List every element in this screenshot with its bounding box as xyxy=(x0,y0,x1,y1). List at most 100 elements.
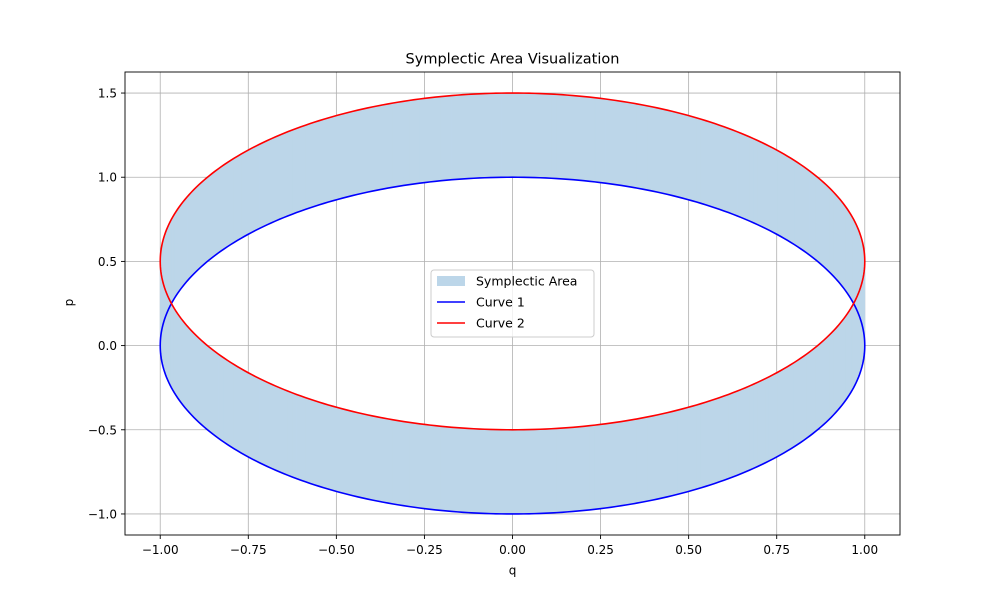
fill-segment xyxy=(757,140,762,228)
fill-segment xyxy=(723,394,729,481)
fill-segment xyxy=(828,186,832,275)
fill-segment xyxy=(237,153,242,241)
fill-segment xyxy=(451,94,458,181)
fill-segment xyxy=(567,426,574,513)
fill-segment xyxy=(305,397,311,484)
fill-segment xyxy=(332,114,339,202)
legend-label: Curve 2 xyxy=(476,316,525,331)
fill-segment xyxy=(424,97,431,183)
fill-segment xyxy=(835,325,839,414)
fill-segment xyxy=(757,379,762,467)
fill-segment xyxy=(567,94,574,181)
fill-segment xyxy=(473,428,480,514)
fill-segment xyxy=(787,155,792,243)
fill-segment xyxy=(200,179,205,268)
fill-segment xyxy=(578,425,585,512)
fill-segment xyxy=(435,96,442,182)
fill-segment xyxy=(594,424,601,510)
fill-segment xyxy=(809,170,814,259)
fill-segment xyxy=(728,392,734,480)
fill-segment xyxy=(251,374,257,462)
x-tick-label: 1.00 xyxy=(851,543,878,557)
fill-segment xyxy=(710,398,716,486)
fill-segment xyxy=(749,383,754,471)
fill-segment xyxy=(826,334,830,423)
fill-segment xyxy=(328,404,334,491)
y-tick-label: 1.5 xyxy=(98,87,117,101)
fill-segment xyxy=(362,413,368,500)
fill-segment xyxy=(681,407,688,494)
fill-segment xyxy=(826,184,830,273)
fill-segment xyxy=(251,145,257,233)
fill-segment xyxy=(267,381,272,469)
fill-segment xyxy=(300,395,306,483)
fill-segment xyxy=(681,113,688,200)
plot-area: −1.00 −0.75 −0.50 −0.25 0.00 0.25 0.50 0.75 1.00… xyxy=(88,71,901,557)
fill-segment xyxy=(714,397,720,484)
fill-segment xyxy=(263,379,268,467)
fill-segment xyxy=(227,159,232,248)
fill-segment xyxy=(820,339,825,428)
fill-segment xyxy=(193,332,197,421)
fill-segment xyxy=(631,418,638,505)
fill-segment xyxy=(211,348,216,437)
fill-segment xyxy=(686,405,693,493)
fill-segment xyxy=(230,157,235,246)
fill-segment xyxy=(790,157,795,246)
fill-segment xyxy=(691,404,697,491)
fill-segment xyxy=(457,94,464,180)
fill-segment xyxy=(652,106,658,193)
fill-segment xyxy=(208,172,213,261)
fill-segment xyxy=(357,108,363,195)
fill-segment xyxy=(803,353,808,441)
fill-segment xyxy=(572,95,579,181)
fill-segment xyxy=(772,147,778,235)
x-tick-label: −0.25 xyxy=(406,543,443,557)
fill-segment xyxy=(772,372,778,460)
fill-segment xyxy=(191,188,195,278)
fill-segment xyxy=(247,372,253,460)
fill-segment xyxy=(815,344,819,432)
fill-segment xyxy=(641,104,648,191)
fill-segment xyxy=(318,118,325,206)
fill-segment xyxy=(283,131,289,219)
fill-segment xyxy=(528,92,535,178)
fill-segment xyxy=(479,93,486,179)
fill-segment xyxy=(561,427,568,513)
fill-segment xyxy=(468,428,475,514)
fill-segment xyxy=(323,403,329,490)
fill-segment xyxy=(296,126,302,213)
x-tick-label: −0.50 xyxy=(318,543,355,557)
fill-segment xyxy=(740,387,746,475)
fill-segment xyxy=(512,429,519,515)
fill-segment xyxy=(362,107,368,194)
fill-segment xyxy=(572,426,579,512)
fill-segment xyxy=(550,428,557,514)
fill-segment xyxy=(208,346,213,435)
fill-segment xyxy=(387,102,394,189)
x-tick-label: 0.50 xyxy=(675,543,702,557)
fill-segment xyxy=(424,424,431,510)
fill-segment xyxy=(352,411,358,498)
fill-segment xyxy=(545,93,552,179)
fill-segment xyxy=(797,161,802,250)
fill-segment xyxy=(347,111,353,198)
fill-segment xyxy=(736,131,742,219)
fill-segment xyxy=(835,193,839,282)
fill-segment xyxy=(484,428,491,514)
fill-segment xyxy=(556,427,563,513)
fill-segment xyxy=(184,196,188,285)
fill-segment xyxy=(377,416,384,503)
fill-segment xyxy=(233,364,238,452)
fill-segment xyxy=(710,121,716,209)
fill-segment xyxy=(506,429,513,515)
fill-segment xyxy=(672,409,678,496)
fill-segment xyxy=(291,392,297,480)
fill-segment xyxy=(667,411,673,498)
fill-segment xyxy=(605,98,612,185)
fill-segment xyxy=(446,426,453,512)
fill-segment xyxy=(342,408,348,495)
fill-segment xyxy=(812,172,817,261)
fill-segment xyxy=(191,329,195,419)
fill-segment xyxy=(705,120,711,207)
